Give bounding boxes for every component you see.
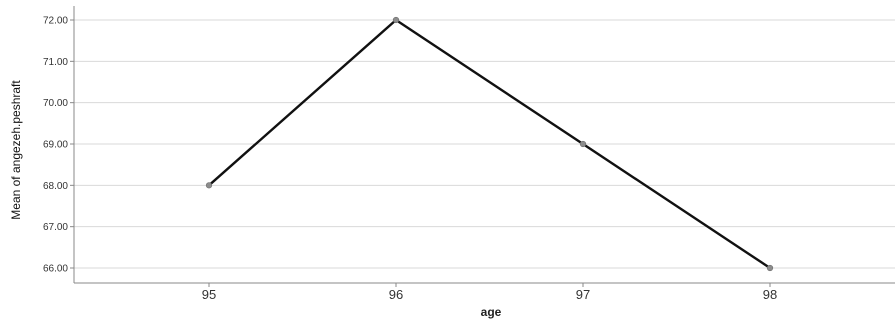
x-tick-labels: 95 96 97 98 bbox=[202, 287, 777, 302]
series bbox=[205, 16, 774, 272]
x-axis-title: age bbox=[481, 305, 502, 319]
axes bbox=[70, 6, 895, 287]
y-tick-label: 71.00 bbox=[43, 57, 68, 68]
x-tick-label: 98 bbox=[763, 287, 777, 302]
gridlines bbox=[74, 19, 895, 269]
y-axis-title: Mean of angezeh.peshraft bbox=[9, 80, 23, 220]
y-tick-label: 72.00 bbox=[43, 16, 68, 27]
y-tick-labels: 66.00 67.00 68.00 69.00 70.00 71.00 72.00 bbox=[43, 16, 68, 275]
x-tick-label: 97 bbox=[576, 287, 590, 302]
data-point bbox=[205, 182, 213, 189]
y-tick-label: 69.00 bbox=[43, 140, 68, 151]
y-tick-label: 68.00 bbox=[43, 181, 68, 192]
y-tick-label: 66.00 bbox=[43, 264, 68, 275]
x-tick-label: 96 bbox=[389, 287, 403, 302]
data-point bbox=[392, 16, 400, 24]
x-tick-label: 95 bbox=[202, 287, 216, 302]
data-point bbox=[579, 140, 587, 148]
series-line bbox=[208, 18, 771, 270]
y-tick-label: 70.00 bbox=[43, 98, 68, 109]
y-tick-label: 67.00 bbox=[43, 222, 68, 233]
data-point bbox=[766, 264, 774, 272]
